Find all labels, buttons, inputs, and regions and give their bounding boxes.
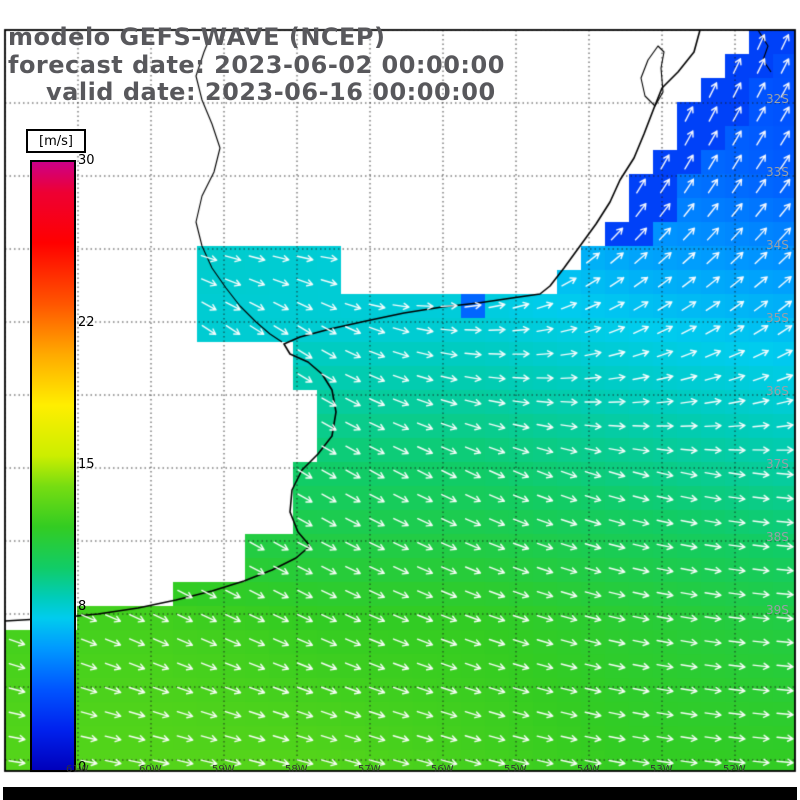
colorbar-tick-30: 30 [78, 153, 95, 168]
lon-label-55w: 55W [504, 764, 527, 775]
lat-label-36s: 36S [766, 384, 789, 398]
colorbar-tick-15: 15 [78, 457, 95, 472]
lat-label-33s: 33S [766, 165, 789, 179]
colorbar-tick-0: 0 [78, 760, 87, 775]
colorbar-tick-22: 22 [78, 315, 95, 330]
lat-label-35s: 35S [766, 311, 789, 325]
lon-label-61w: 61W [66, 764, 89, 775]
colorbar-gradient [32, 162, 74, 770]
lat-label-37s: 37S [766, 457, 789, 471]
lon-label-52w: 52W [723, 764, 746, 775]
forecast-date-line: forecast date: 2023-06-02 00:00:00 [8, 51, 505, 79]
lon-label-56w: 56W [431, 764, 454, 775]
bottom-bar [3, 787, 797, 800]
lat-label-39s: 39S [766, 603, 789, 617]
valid-date-line: valid date: 2023-06-16 00:00:00 [46, 78, 496, 106]
lon-label-59w: 59W [212, 764, 235, 775]
lon-label-53w: 53W [650, 764, 673, 775]
lon-label-58w: 58W [285, 764, 308, 775]
lon-label-54w: 54W [577, 764, 600, 775]
lat-label-38s: 38S [766, 530, 789, 544]
lat-label-32s: 32S [766, 92, 789, 106]
lon-label-57w: 57W [358, 764, 381, 775]
lat-label-34s: 34S [766, 238, 789, 252]
colorbar-units-label: [m/s] [26, 129, 86, 153]
colorbar-tick-8: 8 [78, 599, 87, 614]
model-title: modelo GEFS-WAVE (NCEP) [8, 23, 386, 51]
colorbar [30, 160, 76, 772]
lon-label-60w: 60W [139, 764, 162, 775]
